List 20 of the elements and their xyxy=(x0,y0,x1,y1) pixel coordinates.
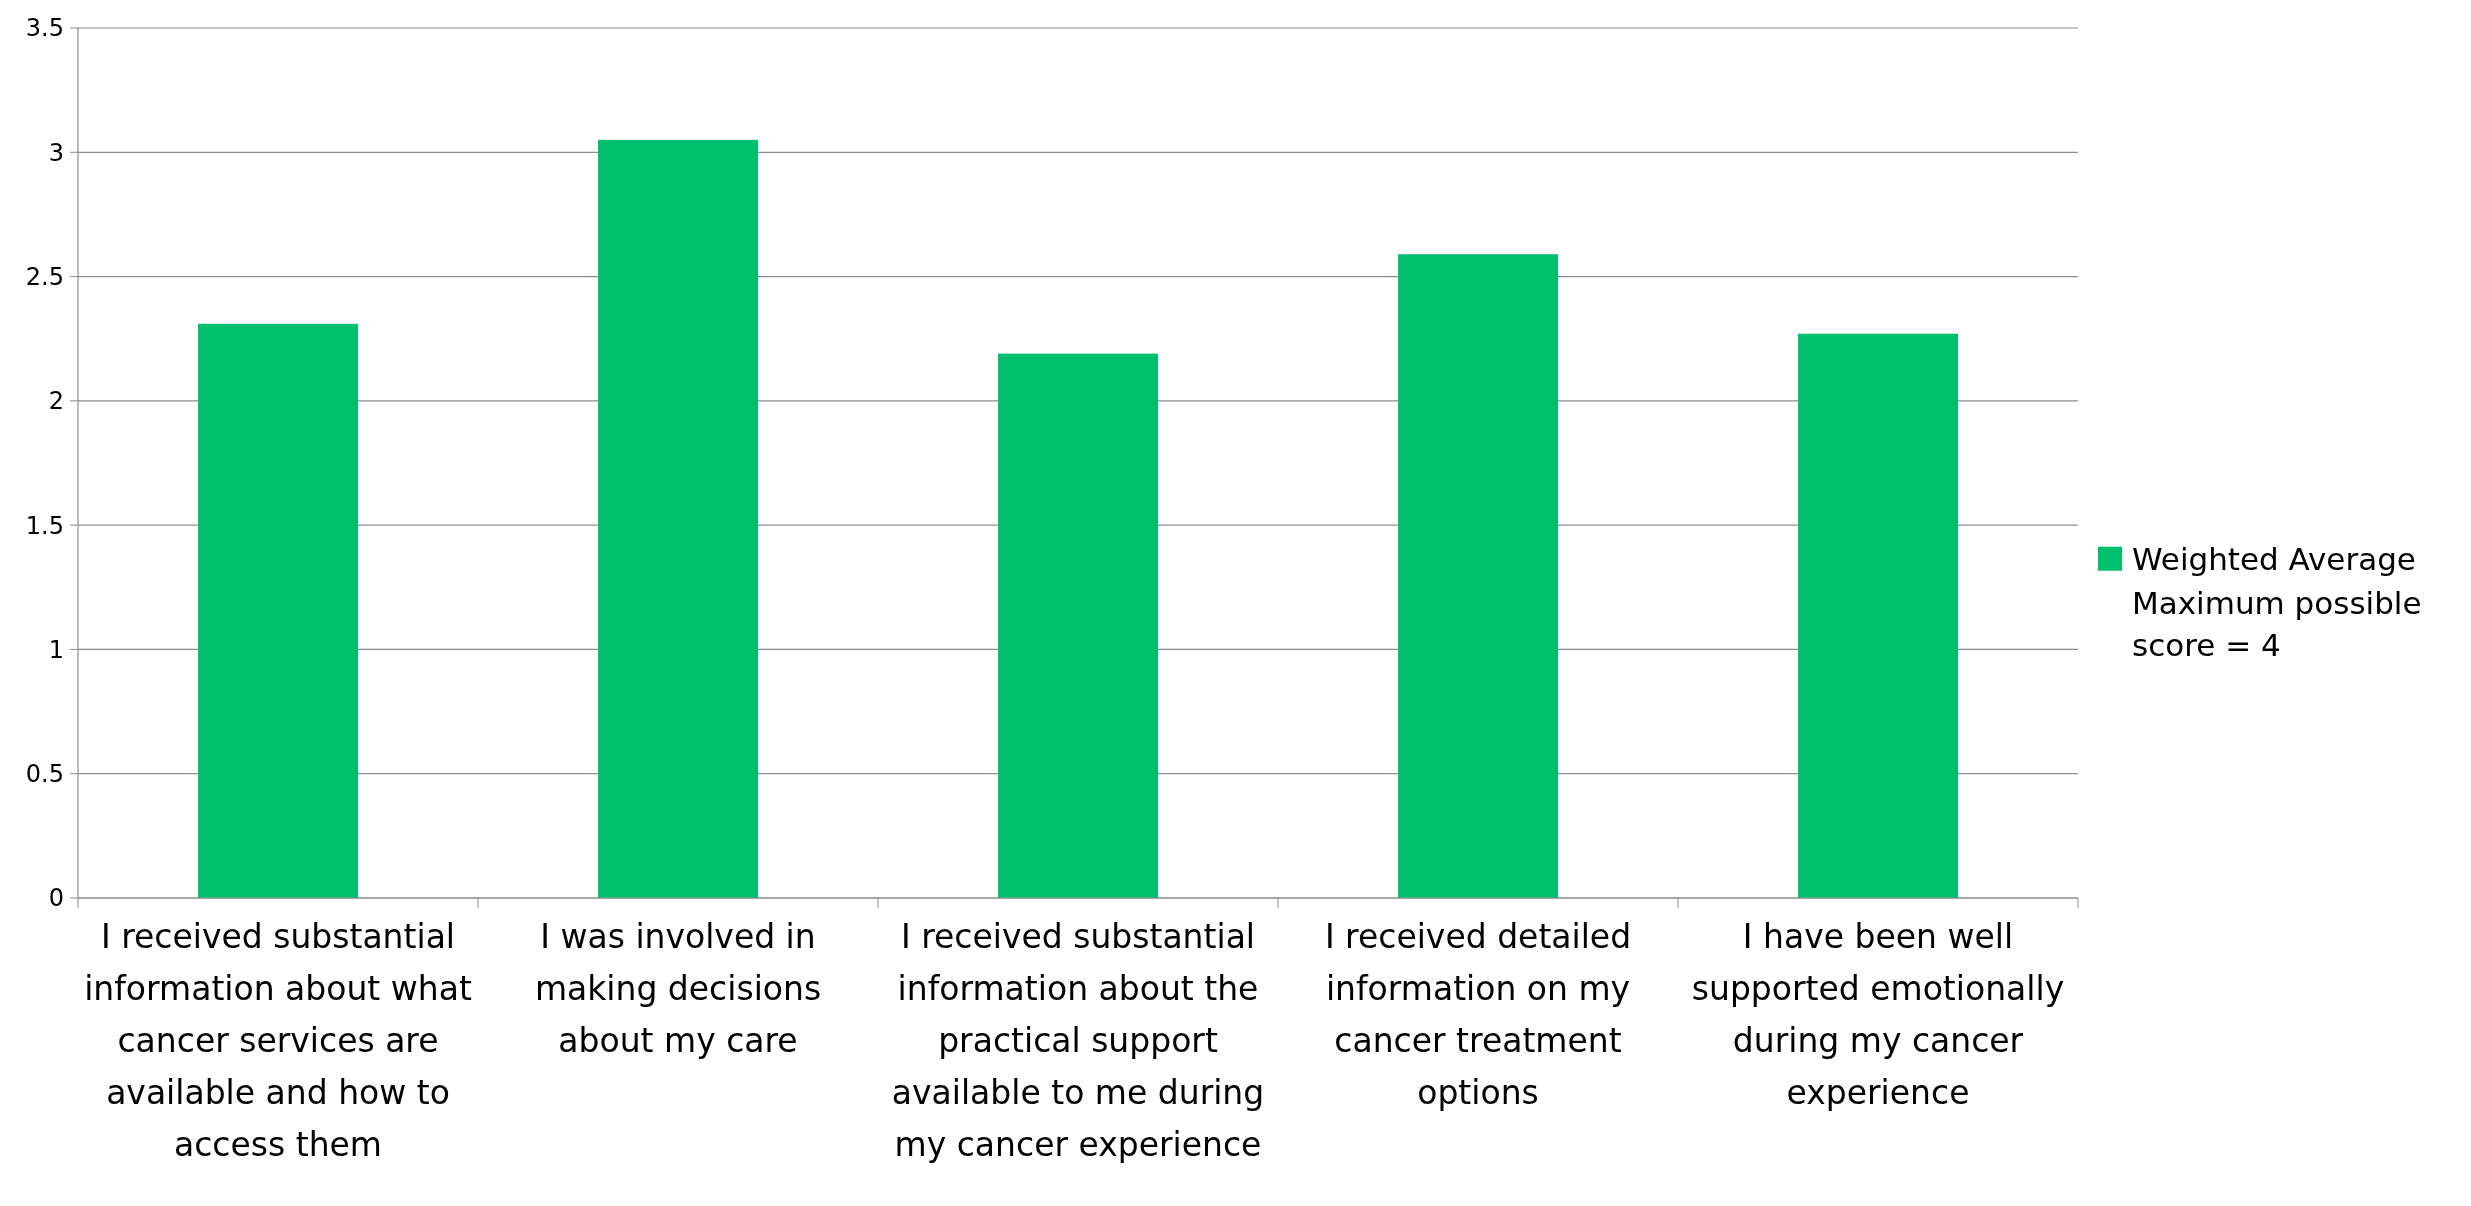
bar xyxy=(1798,333,1958,898)
bar xyxy=(598,139,758,898)
x-tick-label: I have been well supported emotionally during my cancer experience xyxy=(1691,917,2065,1112)
y-tick-label: 1.5 xyxy=(25,511,64,540)
y-tick-label: 0 xyxy=(48,884,64,913)
text: Maximum possible score = 4 xyxy=(2132,584,2422,663)
legend-label: Weighted Average xyxy=(2132,540,2416,577)
bar xyxy=(1398,254,1558,898)
y-tick-label: 1 xyxy=(48,635,64,664)
y-tick-label: 3 xyxy=(48,138,64,167)
x-tick-label: I received substantial information about the practical support available to me during my cancer experience xyxy=(891,917,1265,1164)
y-tick-label: 2.5 xyxy=(25,262,64,291)
x-tick-label: I was involved in making decisions about my care xyxy=(534,917,822,1060)
x-tick-label: I received detailed information on my cancer treatment options xyxy=(1324,917,1632,1112)
x-tick-label: I received substantial information about what cancer services are available and how to access them xyxy=(84,917,472,1164)
bar xyxy=(998,353,1158,898)
bar xyxy=(198,323,358,898)
y-tick-label: 3.5 xyxy=(25,14,64,43)
y-tick-label: 2 xyxy=(48,387,64,416)
y-tick-label: 0.5 xyxy=(25,760,64,789)
